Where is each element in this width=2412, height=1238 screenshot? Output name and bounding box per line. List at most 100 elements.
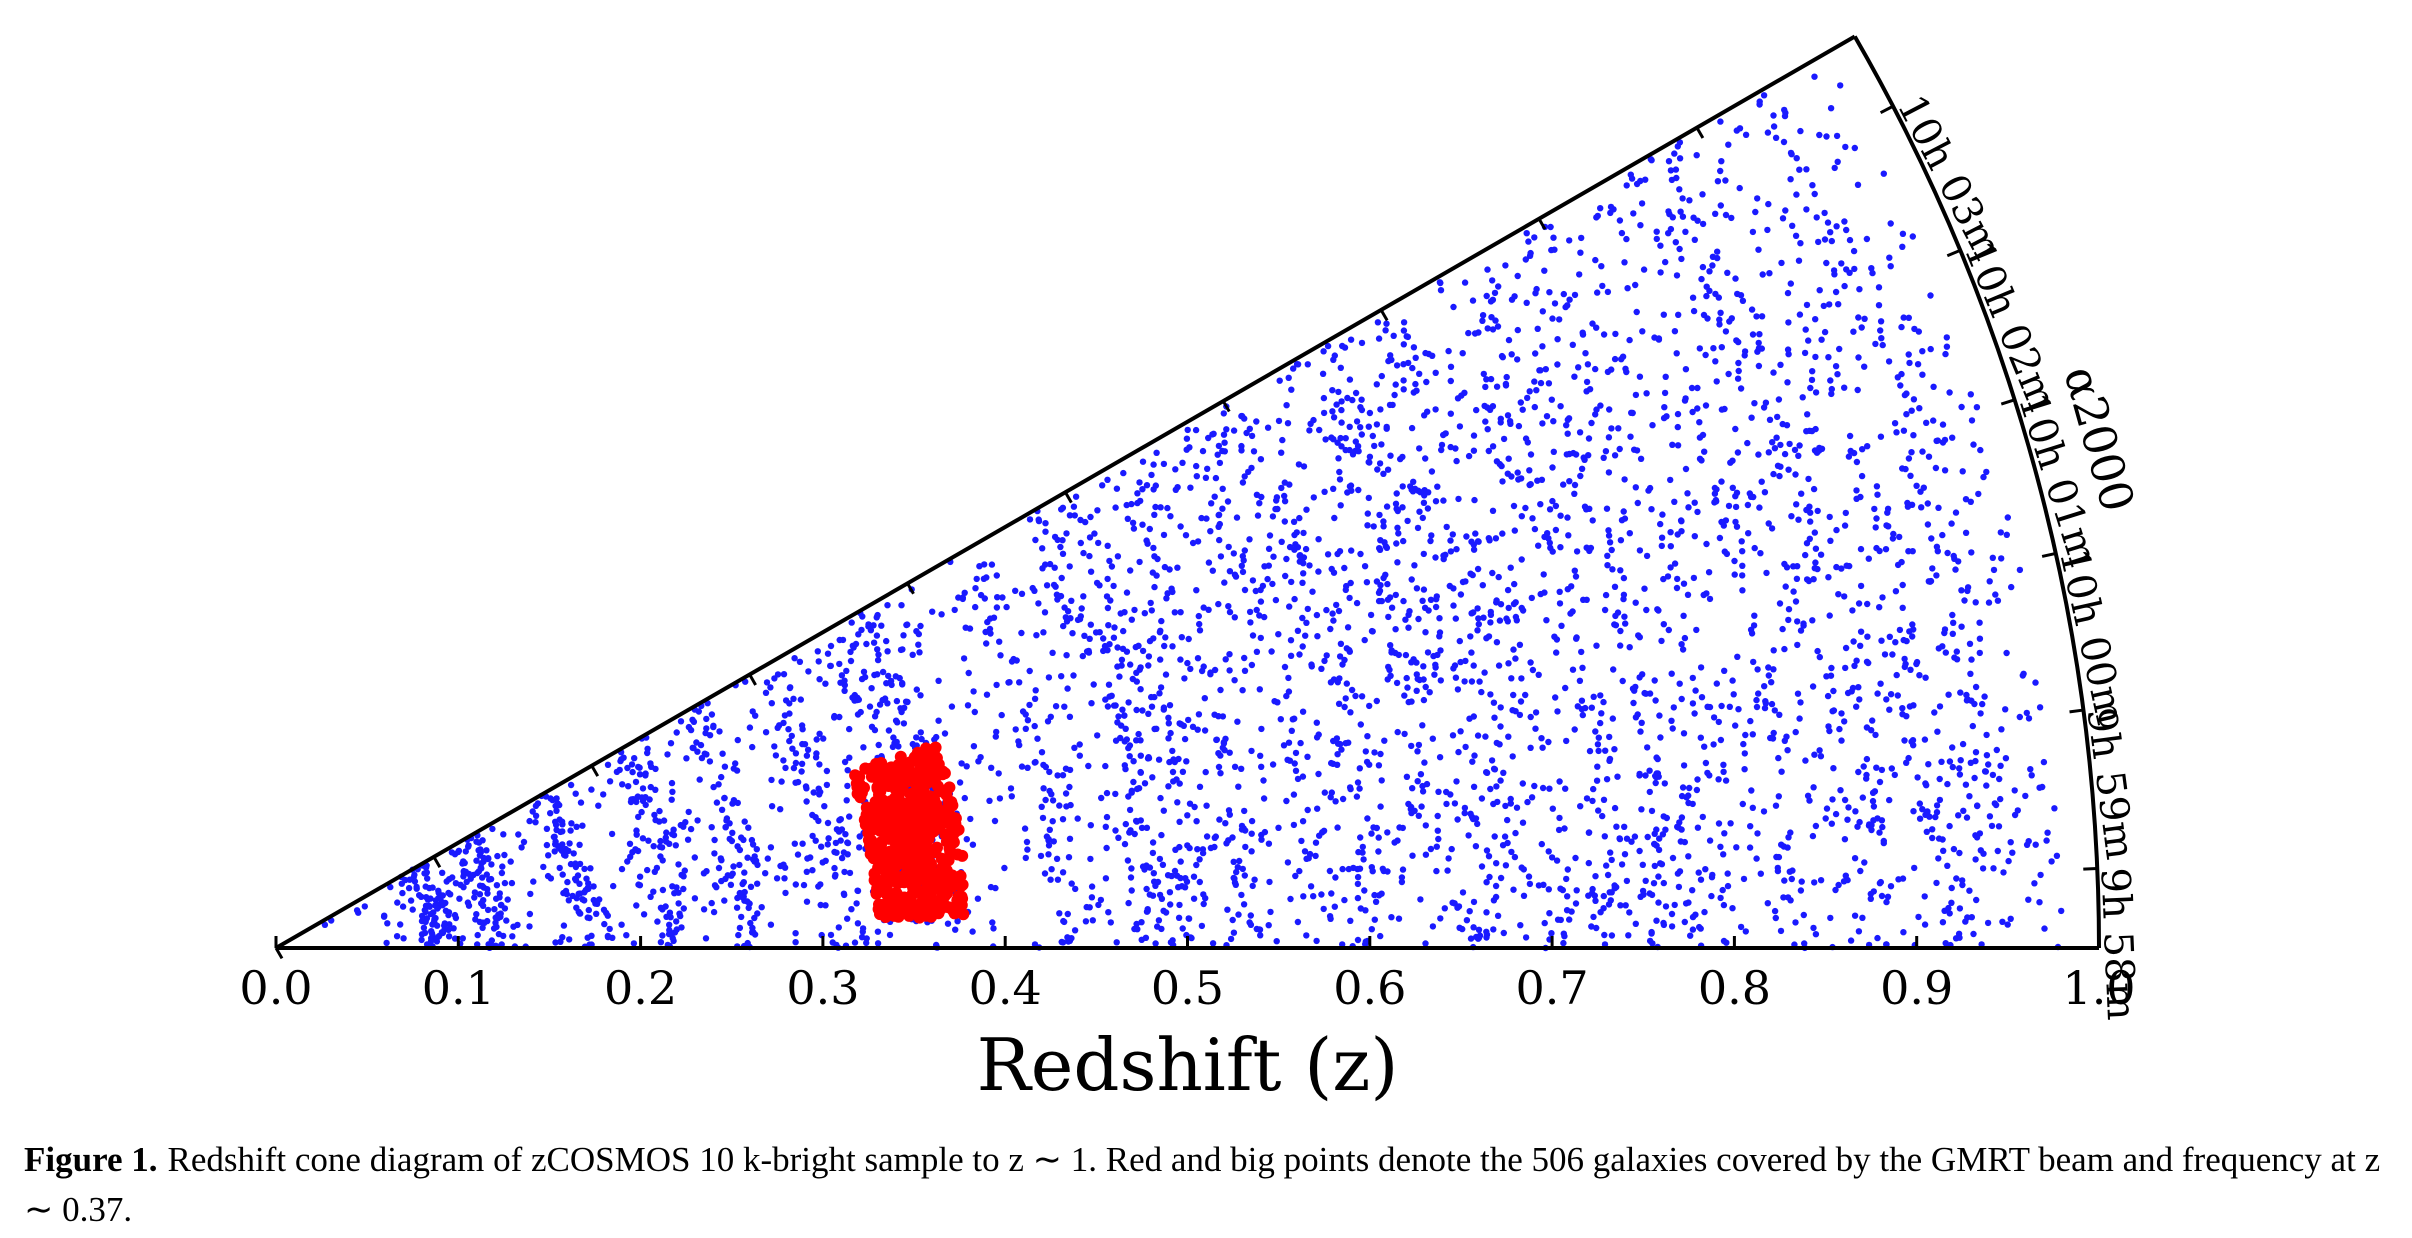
galaxy-point: [1368, 926, 1376, 933]
galaxy-point: [1483, 292, 1490, 300]
galaxy-point: [708, 711, 716, 718]
galaxy-point: [1476, 932, 1484, 939]
galaxy-point: [1215, 600, 1222, 608]
galaxy-point: [1204, 465, 1211, 472]
galaxy-point: [1156, 891, 1164, 899]
galaxy-point: [1248, 661, 1256, 669]
galaxy-point: [1800, 911, 1808, 919]
galaxy-point: [657, 837, 664, 845]
galaxy-point: [1776, 472, 1783, 480]
galaxy-point: [1632, 484, 1640, 491]
galaxy-point: [1053, 591, 1061, 598]
galaxy-point: [1357, 404, 1364, 411]
galaxy-point: [1300, 893, 1307, 900]
galaxy-point: [1107, 919, 1115, 926]
ra-tick: [1946, 248, 1961, 258]
galaxy-point: [1377, 406, 1384, 413]
galaxy-point: [1941, 629, 1948, 637]
galaxy-point: [1497, 704, 1504, 711]
galaxy-point: [1638, 806, 1645, 813]
galaxy-point: [1155, 756, 1163, 763]
galaxy-point: [1972, 683, 1980, 691]
galaxy-point: [1861, 859, 1868, 866]
galaxy-point: [1572, 854, 1579, 862]
galaxy-point: [558, 847, 565, 854]
galaxy-point: [1742, 131, 1750, 138]
galaxy-point: [1041, 609, 1049, 616]
galaxy-point: [1268, 648, 1275, 655]
galaxy-point: [1121, 762, 1129, 769]
galaxy-point: [1679, 213, 1687, 220]
galaxy-point: [1200, 604, 1207, 611]
galaxy-point: [1152, 940, 1159, 947]
galaxy-point: [560, 889, 567, 897]
galaxy-point: [1728, 214, 1735, 222]
galaxy-point: [1814, 647, 1821, 655]
galaxy-point: [1651, 862, 1659, 870]
galaxy-point: [1973, 404, 1981, 411]
galaxy-point: [1400, 319, 1408, 326]
galaxy-point: [656, 818, 663, 825]
galaxy-point: [1610, 666, 1617, 673]
galaxy-point: [1692, 911, 1699, 918]
galaxy-point: [1251, 876, 1258, 883]
galaxy-point: [1295, 461, 1303, 468]
galaxy-point: [1234, 718, 1241, 725]
galaxy-point: [1403, 333, 1410, 340]
galaxy-point: [1527, 249, 1534, 257]
galaxy-point: [1507, 795, 1514, 803]
galaxy-point: [498, 901, 505, 909]
galaxy-point: [1452, 674, 1460, 681]
galaxy-point: [1346, 423, 1353, 430]
galaxy-point: [647, 893, 654, 900]
galaxy-point: [767, 921, 775, 928]
galaxy-point: [677, 718, 685, 725]
galaxy-point: [1560, 290, 1568, 298]
galaxy-point: [1068, 597, 1075, 604]
galaxy-point: [1409, 785, 1416, 792]
galaxy-point: [1284, 756, 1291, 763]
galaxy-point: [997, 652, 1004, 659]
galaxy-point: [573, 895, 580, 902]
galaxy-point: [1749, 731, 1757, 738]
galaxy-point: [838, 826, 846, 833]
galaxy-point: [1664, 573, 1672, 580]
galaxy-point: [1857, 545, 1865, 553]
galaxy-point: [1946, 822, 1953, 830]
galaxy-point: [647, 783, 654, 791]
galaxy-point: [1608, 425, 1615, 432]
galaxy-point: [1476, 678, 1483, 685]
galaxy-point: [1588, 419, 1595, 427]
galaxy-point: [1967, 759, 1975, 766]
galaxy-point: [1823, 805, 1831, 812]
galaxy-point: [1702, 351, 1709, 359]
galaxy-point: [2048, 858, 2055, 865]
galaxy-point: [425, 902, 433, 909]
galaxy-point: [1176, 780, 1183, 787]
galaxy-point: [1758, 478, 1765, 485]
galaxy-point: [1563, 907, 1571, 914]
galaxy-point: [2040, 758, 2048, 766]
galaxy-point: [1652, 772, 1659, 780]
galaxy-point: [1604, 871, 1612, 879]
galaxy-point: [1818, 336, 1825, 343]
gmrt-galaxy-point: [951, 877, 964, 890]
galaxy-point: [1150, 461, 1157, 468]
galaxy-point: [1622, 620, 1629, 627]
galaxy-point: [719, 750, 726, 757]
galaxy-point: [1760, 808, 1768, 815]
galaxy-point: [1399, 866, 1407, 873]
galaxy-point: [1432, 498, 1440, 505]
galaxy-point: [1126, 806, 1134, 814]
galaxy-point: [1266, 532, 1274, 539]
galaxy-point: [1256, 500, 1263, 507]
galaxy-point: [1821, 236, 1829, 243]
galaxy-point: [1893, 671, 1900, 679]
galaxy-point: [733, 904, 741, 911]
galaxy-point: [1484, 426, 1491, 433]
galaxy-point: [1540, 881, 1547, 888]
galaxy-point: [1828, 385, 1836, 393]
galaxy-point: [1619, 677, 1626, 685]
galaxy-point: [1257, 586, 1264, 594]
galaxy-point: [1304, 806, 1311, 814]
